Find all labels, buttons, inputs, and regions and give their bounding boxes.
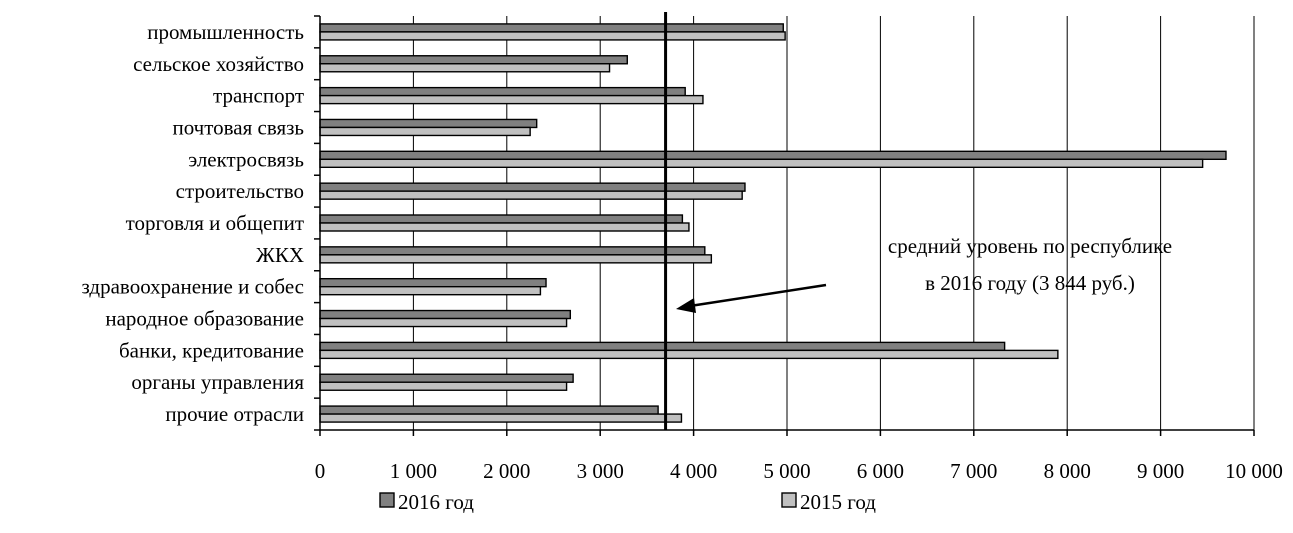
category-label: строительство [176, 179, 304, 203]
bar-series1 [319, 118, 538, 129]
x-tick-label: 1 000 [390, 459, 437, 483]
category-label: народное образование [105, 307, 304, 331]
category-label: прочие отрасли [165, 402, 304, 426]
bar-series1 [319, 341, 1006, 352]
bar-series1 [319, 150, 1227, 161]
bar-series2 [319, 190, 743, 200]
legend-swatch-series1 [379, 492, 395, 508]
bar-series1 [319, 246, 706, 256]
x-tick-label: 7 000 [950, 459, 997, 483]
x-tick-label: 10 000 [1225, 459, 1283, 483]
bar-series1 [319, 86, 686, 97]
bar-series1 [319, 373, 574, 383]
bar-series1 [319, 55, 628, 65]
category-label: здравоохранение и собес [82, 275, 304, 299]
bar-series2 [319, 254, 713, 264]
bar-series2 [319, 158, 1204, 169]
bar-series2 [319, 31, 786, 41]
bar-series2 [319, 285, 542, 296]
bar-series1 [319, 309, 572, 320]
annotation-arrow-shaft [689, 283, 827, 308]
reference-annotation-line2: в 2016 году (3 844 руб.) [925, 271, 1135, 295]
x-tick-label: 3 000 [577, 459, 624, 483]
annotation-arrow-head [676, 298, 696, 313]
category-label: банки, кредитование [119, 338, 304, 362]
bar-series2 [319, 349, 1059, 360]
category-label: электросвязь [188, 147, 304, 171]
category-label: ЖКХ [256, 243, 304, 267]
bar-series1 [319, 277, 547, 288]
category-label: сельское хозяйство [133, 52, 304, 76]
bar-series2 [319, 94, 704, 105]
x-tick-label: 8 000 [1044, 459, 1091, 483]
x-tick-label: 6 000 [857, 459, 904, 483]
legend-label-series2: 2015 год [800, 490, 876, 514]
bar-series1 [319, 405, 659, 415]
bar-series1 [319, 23, 784, 33]
x-tick-label: 2 000 [483, 459, 530, 483]
x-tick-label: 0 [315, 459, 326, 483]
bar-series2 [319, 63, 611, 73]
bar-series2 [319, 381, 568, 391]
category-label: органы управления [131, 370, 304, 394]
legend-label-series1: 2016 год [398, 490, 474, 514]
legend-swatch-series2 [781, 492, 797, 508]
category-label: почтовая связь [172, 115, 304, 139]
bar-series2 [319, 126, 531, 137]
category-label: транспорт [213, 84, 304, 108]
bar-series2 [319, 413, 683, 423]
reference-annotation-line1: средний уровень по республике [888, 234, 1172, 258]
bar-series2 [319, 317, 568, 328]
x-tick-label: 9 000 [1137, 459, 1184, 483]
category-label: промышленность [147, 20, 304, 44]
x-tick-label: 4 000 [670, 459, 717, 483]
bar-series1 [319, 214, 684, 224]
bar-series1 [319, 182, 746, 192]
bar-series2 [319, 222, 690, 232]
category-label: торговля и общепит [126, 211, 304, 235]
x-tick-label: 5 000 [763, 459, 810, 483]
